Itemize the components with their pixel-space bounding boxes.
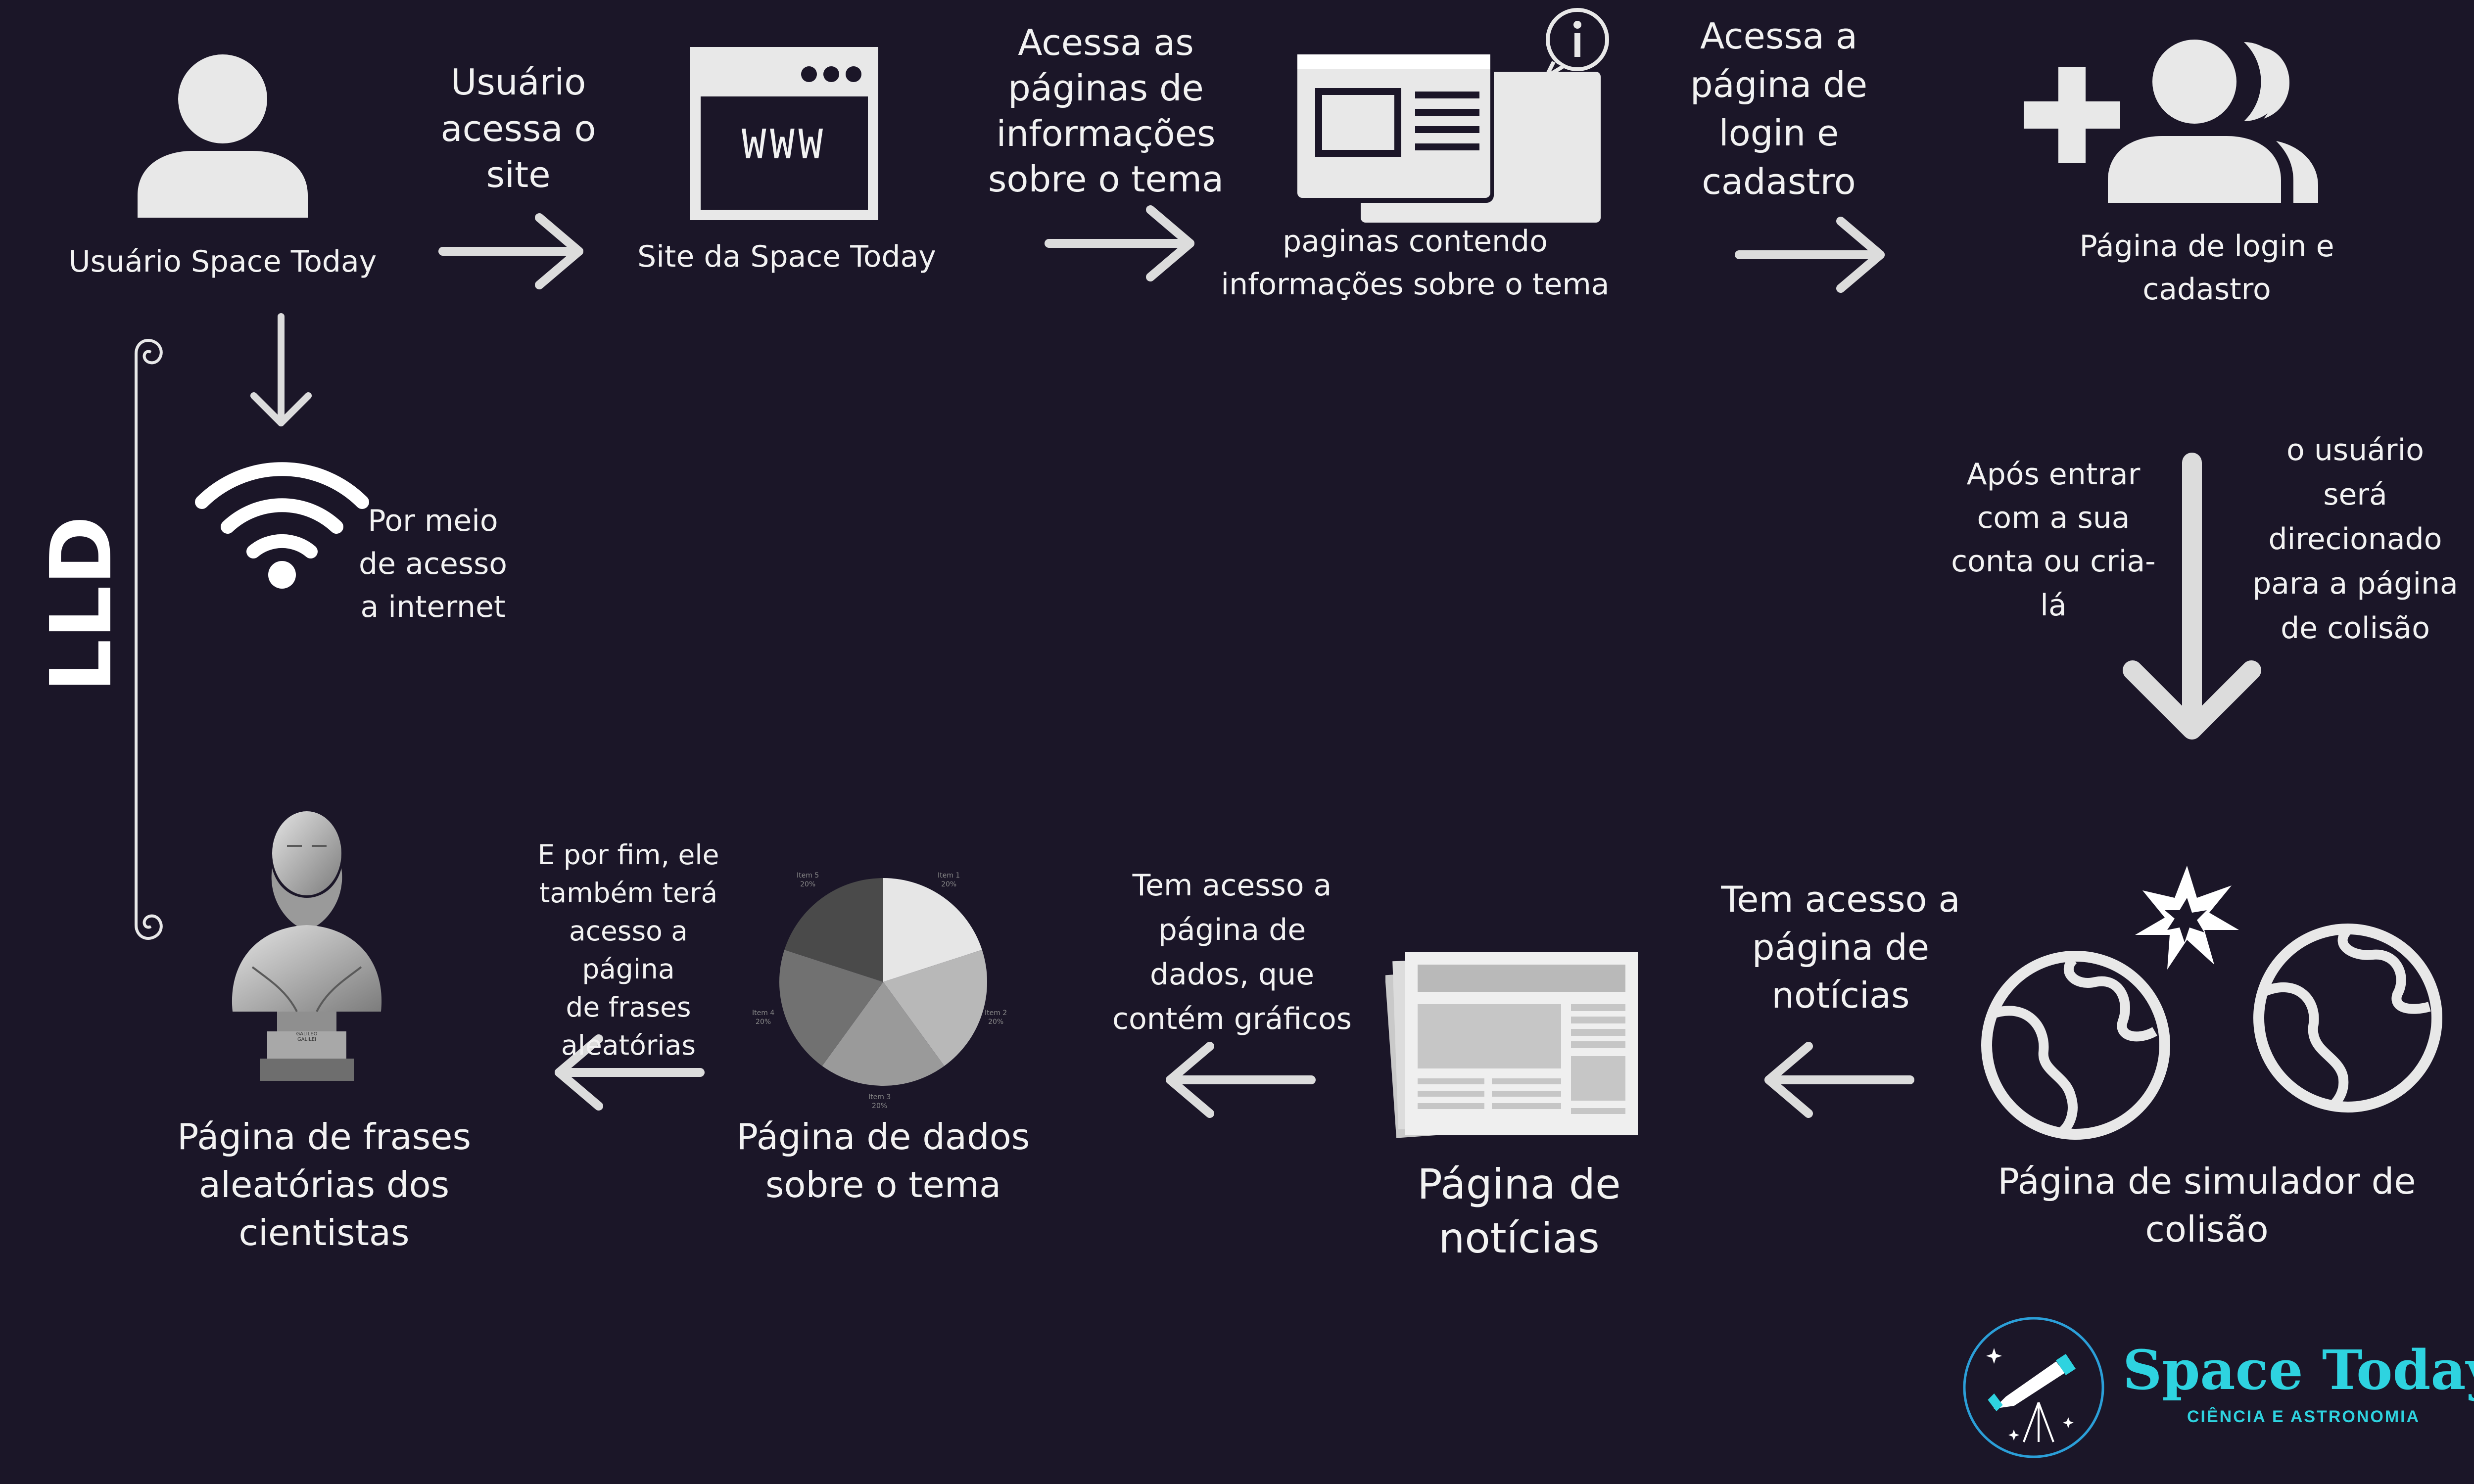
pie-slice-1: [883, 878, 982, 982]
arrow-left-2: [1166, 1042, 1316, 1118]
pie-label-item-1: Item 1 20%: [938, 872, 960, 888]
brand-title: Space Today: [2123, 1338, 2474, 1402]
newspaper-icon: [1385, 952, 1638, 1138]
node-data-label: Página de dados sobre o tema: [736, 1116, 1030, 1206]
pie-label-item-5: Item 5 20%: [797, 872, 819, 888]
collision-globes-icon: [1981, 866, 2442, 1140]
scientist-bust-icon: [232, 811, 382, 1081]
arrow-right-3: [1735, 217, 1885, 293]
www-icon-text: WWW: [741, 121, 827, 168]
arrow-right-1: [438, 213, 583, 289]
user-icon: [138, 54, 308, 218]
pie-chart: [779, 878, 987, 1086]
arrow-left-3: [555, 1034, 705, 1111]
brand-subtitle: CIÊNCIA E ASTRONOMIA: [2187, 1407, 2421, 1426]
add-users-icon: [2024, 40, 2318, 203]
arrow-left-1: [1764, 1042, 1914, 1118]
space-today-logo-icon: [1963, 1317, 2104, 1458]
pie-slice-3: [822, 982, 945, 1086]
wifi-icon: [195, 462, 369, 589]
node-user-label: Usuário Space Today: [68, 244, 377, 279]
step-1-label: Usuário acessa o site: [440, 61, 596, 196]
internet-label: Por meio de acesso a internet: [359, 504, 507, 624]
node-collision-label: Página de simulador de colisão: [1998, 1160, 2416, 1251]
pie-slice-4: [779, 950, 883, 1066]
step-2-label: Acessa as páginas de informações sobre o…: [988, 22, 1224, 200]
info-pages-icon: [1291, 8, 1609, 223]
pie-label-item-3: Item 3 20%: [868, 1093, 891, 1110]
step-7-label: E por fim, ele também terá acesso a pági…: [537, 839, 719, 1061]
node-quotes-label: Página de frases aleatórias dos cientist…: [177, 1116, 471, 1254]
arrow-right-2: [1045, 205, 1194, 281]
step-4a-label: Após entrar com a sua conta ou cria- lá: [1951, 457, 2156, 623]
pie-label-item-4: Item 4 20%: [752, 1009, 775, 1026]
lld-bracket: [135, 338, 163, 940]
step-4b-label: o usuário será direcionado para a página…: [2252, 433, 2458, 646]
step-6-label: Tem acesso a página de dados, que contém…: [1112, 868, 1352, 1036]
node-info-pages-label: paginas contendo informações sobre o tem…: [1221, 224, 1610, 302]
pie-slice-2: [883, 950, 987, 1066]
node-site-label: Site da Space Today: [637, 239, 936, 274]
arrow-down-small: [250, 313, 312, 426]
arrow-down-big: [2123, 453, 2261, 740]
pie-slice-5: [784, 878, 883, 982]
browser-window-icon: [690, 47, 878, 220]
lld-side-label: LLD: [33, 515, 131, 693]
step-5-label: Tem acesso a página de notícias: [1721, 879, 1960, 1017]
step-3-label: Acessa a página de login e cadastro: [1690, 15, 1868, 202]
node-news-label: Página de notícias: [1417, 1160, 1621, 1263]
node-login-label: Página de login e cadastro: [2079, 229, 2334, 307]
pie-label-item-2: Item 2 20%: [985, 1009, 1007, 1026]
bust-plaque: GALILEO GALILEI: [296, 1031, 318, 1042]
